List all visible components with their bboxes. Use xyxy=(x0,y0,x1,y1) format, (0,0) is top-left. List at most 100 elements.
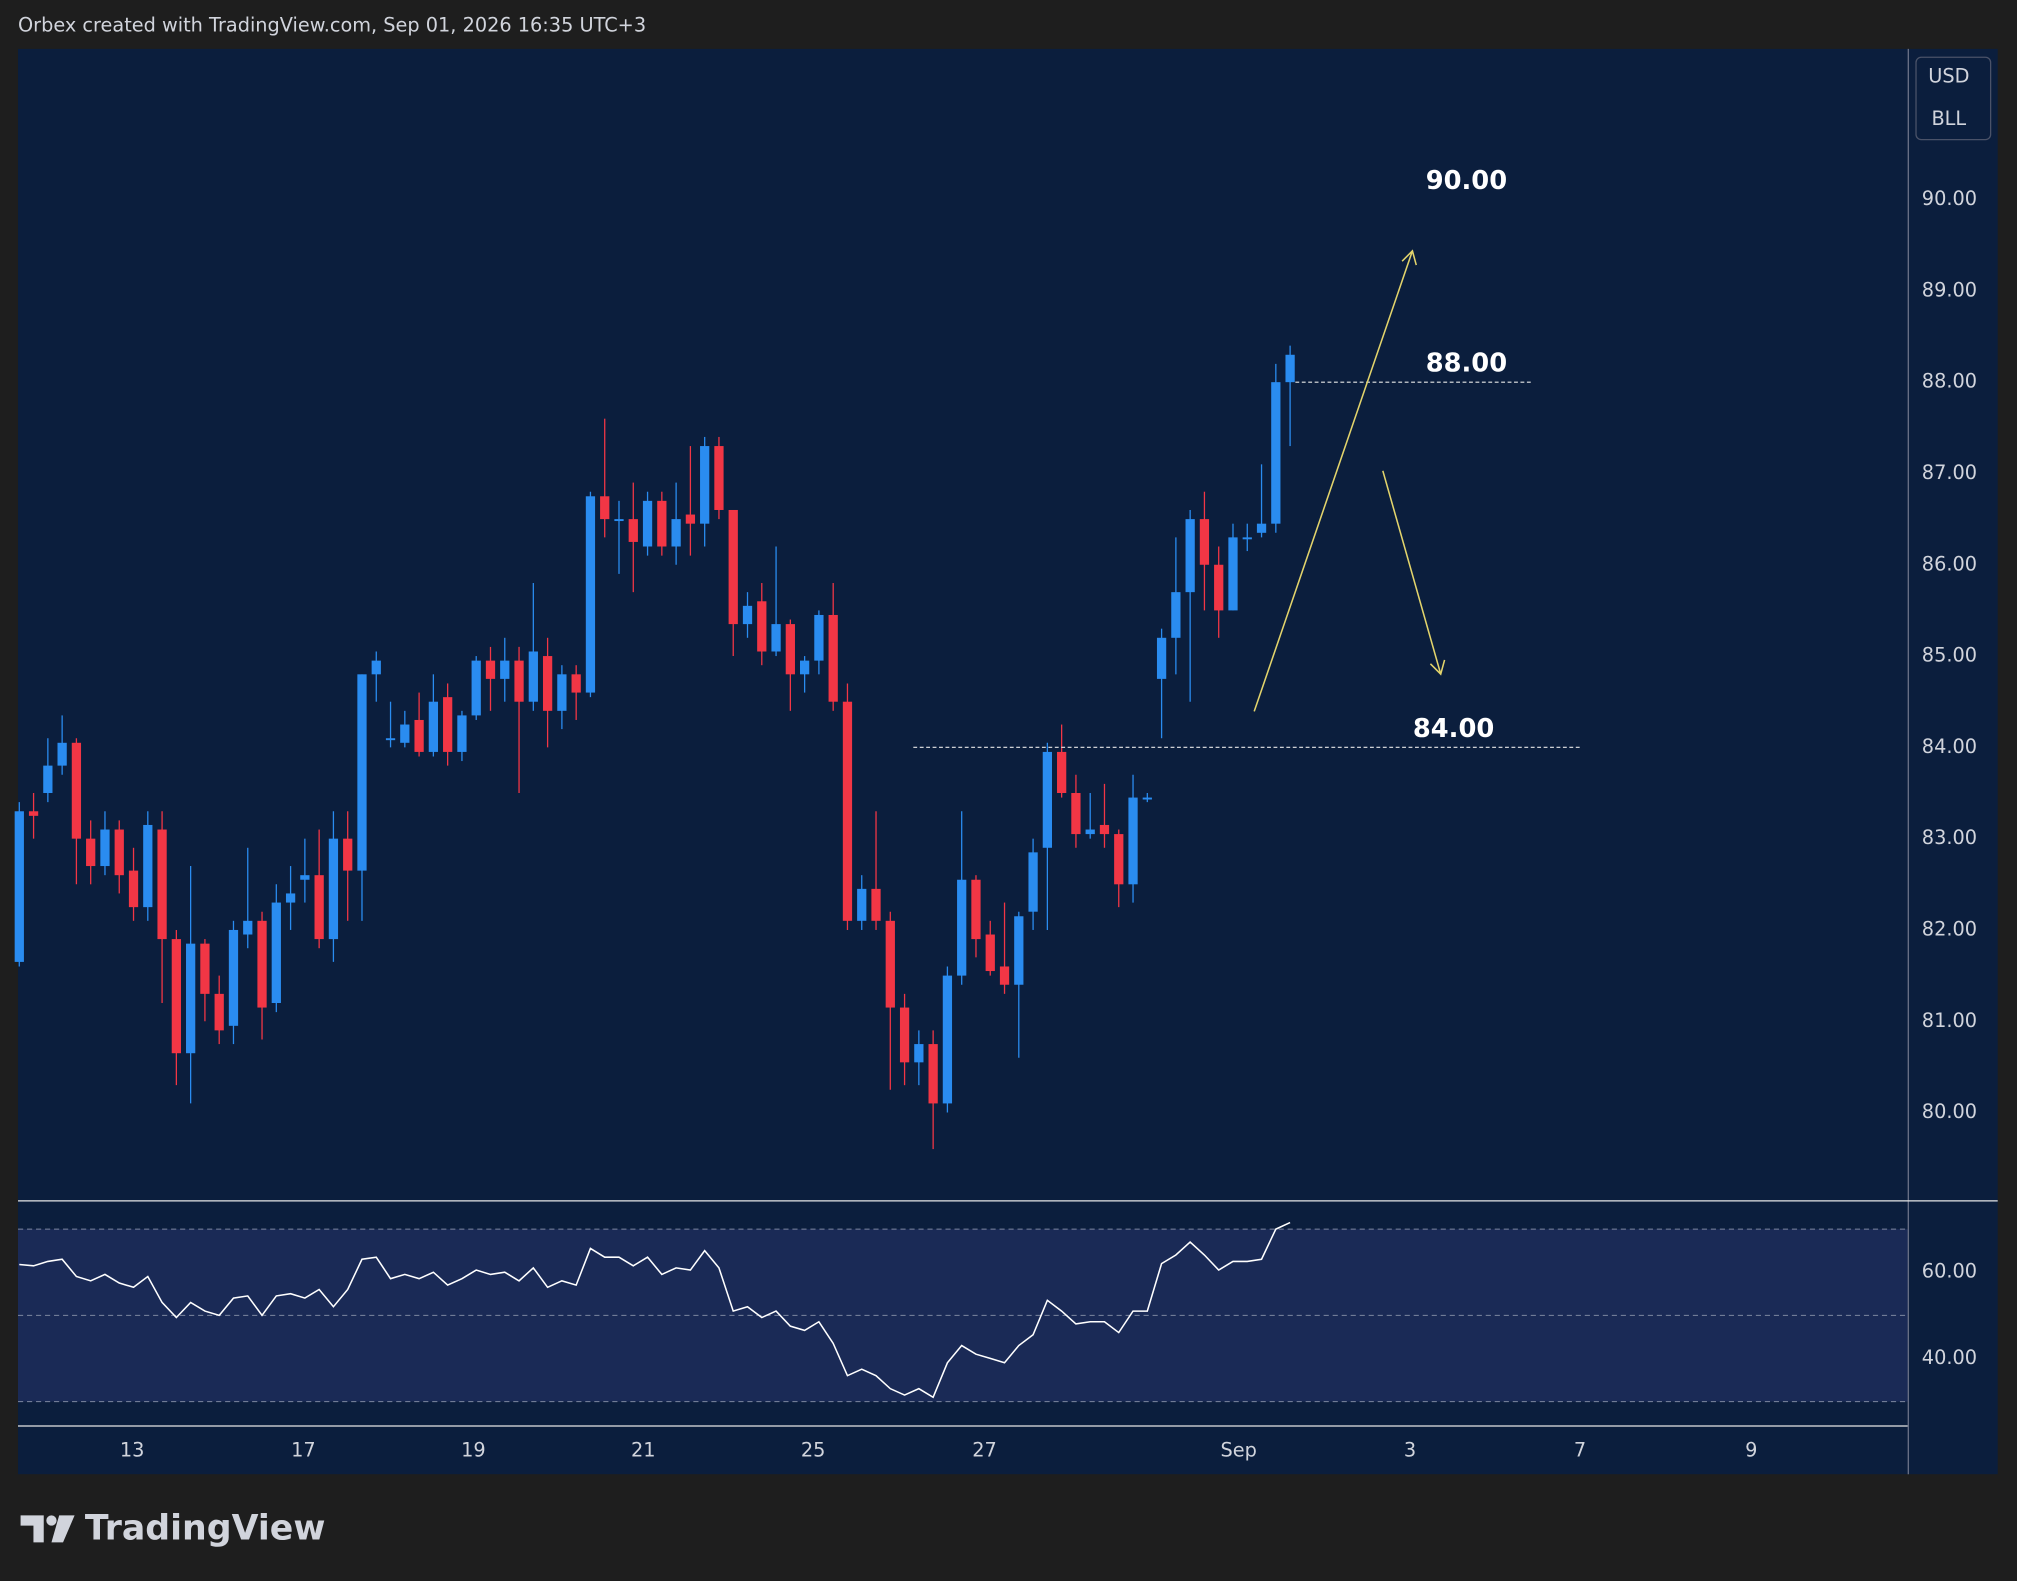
candle-body xyxy=(14,811,24,962)
candle-body xyxy=(871,888,881,921)
candle-body xyxy=(557,674,567,711)
currency-label: USD xyxy=(1928,65,1969,88)
candle-body xyxy=(228,929,239,1026)
legend-box[interactable] xyxy=(1915,56,1992,141)
candle-body xyxy=(614,519,624,522)
x-tick-label: 3 xyxy=(1404,1439,1416,1462)
candle-body xyxy=(1142,797,1152,800)
x-tick-label: 21 xyxy=(631,1439,656,1462)
logo-part xyxy=(51,1515,75,1543)
x-tick-label: 7 xyxy=(1574,1439,1586,1462)
candle-body xyxy=(999,966,1010,985)
candle-body xyxy=(285,893,296,903)
candle-body xyxy=(385,738,396,741)
logo-part xyxy=(20,1515,44,1543)
candle-body xyxy=(885,920,895,1008)
arrow-head xyxy=(1429,659,1446,676)
y-tick-label: 82.00 xyxy=(1922,917,1977,940)
rsi-band xyxy=(18,1229,1908,1402)
candle-body xyxy=(671,519,681,547)
x-tick-label: 17 xyxy=(291,1439,316,1462)
candle-body xyxy=(542,656,553,711)
candle-body xyxy=(971,879,981,940)
y-tick-label: 60.00 xyxy=(1922,1260,1977,1283)
candle-body xyxy=(757,601,767,652)
candle-body xyxy=(1199,519,1210,565)
y-tick-label: 81.00 xyxy=(1922,1009,1977,1032)
candle-body xyxy=(742,605,753,625)
candle-body xyxy=(528,651,538,702)
projection-arrow-down xyxy=(1382,470,1442,675)
y-tick-label: 87.00 xyxy=(1922,461,1977,484)
y-tick-label: 83.00 xyxy=(1922,826,1977,849)
price-annotation: 88.00 xyxy=(1426,349,1507,379)
candle-body xyxy=(1271,382,1281,524)
y-tick-label: 80.00 xyxy=(1922,1100,1977,1123)
candle-body xyxy=(700,446,710,524)
candle-body xyxy=(143,824,153,908)
arrow-head xyxy=(1401,249,1418,266)
candle-body xyxy=(1214,564,1224,611)
candle-body xyxy=(585,496,596,693)
candle-body xyxy=(957,879,967,976)
y-tick-label: 88.00 xyxy=(1922,370,1977,393)
y-tick-label: 89.00 xyxy=(1922,278,1977,301)
candle-body xyxy=(371,660,381,675)
x-tick-label: 19 xyxy=(461,1439,486,1462)
candle-body xyxy=(243,920,253,935)
candle-body xyxy=(1028,852,1038,912)
candle-body xyxy=(814,614,824,661)
candle-body xyxy=(642,500,653,547)
candle-body xyxy=(1014,916,1024,985)
candle-body xyxy=(471,660,481,716)
candle-body xyxy=(343,838,353,871)
candle-body xyxy=(842,701,853,921)
candle-body xyxy=(928,1044,938,1104)
candle-body xyxy=(171,939,181,1054)
candle-body xyxy=(71,742,82,839)
candle-body xyxy=(1128,797,1138,885)
y-tick-label: 84.00 xyxy=(1922,735,1977,758)
candle-body xyxy=(1228,537,1238,611)
candle-body xyxy=(857,888,867,921)
candle-body xyxy=(1099,824,1110,835)
candle-body xyxy=(514,660,524,702)
x-tick-label: 9 xyxy=(1745,1439,1757,1462)
candle-body xyxy=(86,838,96,867)
candle-body xyxy=(457,715,467,752)
x-tick-label: 13 xyxy=(120,1439,145,1462)
candle-body xyxy=(271,902,281,1003)
candle-body xyxy=(1171,592,1181,638)
y-tick-label: 85.00 xyxy=(1922,644,1977,667)
candle-body xyxy=(771,624,781,652)
candle-body xyxy=(186,943,196,1054)
layers: 13 17 19 21 25 27 Sep 3 7 9 80.00 81.00 82.00 83.00 84… xyxy=(14,166,1977,1462)
unit-label: BLL xyxy=(1931,107,1966,130)
candle-body xyxy=(400,724,410,743)
brand: TradingView xyxy=(85,1509,326,1549)
candle-body xyxy=(1057,751,1067,794)
candle-body xyxy=(1071,793,1081,835)
candle-body xyxy=(357,674,367,871)
x-tick-label: 25 xyxy=(801,1439,826,1462)
candle-body xyxy=(157,829,167,940)
y-tick-label: 86.00 xyxy=(1922,552,1977,575)
brand-logo xyxy=(20,1515,75,1543)
price-annotation: 90.00 xyxy=(1426,166,1507,196)
candle-body xyxy=(500,660,510,679)
candle-body xyxy=(1114,834,1124,885)
x-tick-label: 27 xyxy=(972,1439,997,1462)
candle-body xyxy=(443,697,453,752)
candle-body xyxy=(685,514,696,524)
candle-body xyxy=(43,765,53,794)
candle-body xyxy=(300,875,310,880)
candle-body xyxy=(1242,537,1252,540)
candle-body xyxy=(257,920,267,1008)
candle-body xyxy=(328,838,339,940)
candle-body xyxy=(100,829,110,867)
candle-body xyxy=(799,660,810,675)
candle-body xyxy=(57,742,67,766)
candle-body xyxy=(485,660,496,679)
candle-body xyxy=(657,500,667,547)
